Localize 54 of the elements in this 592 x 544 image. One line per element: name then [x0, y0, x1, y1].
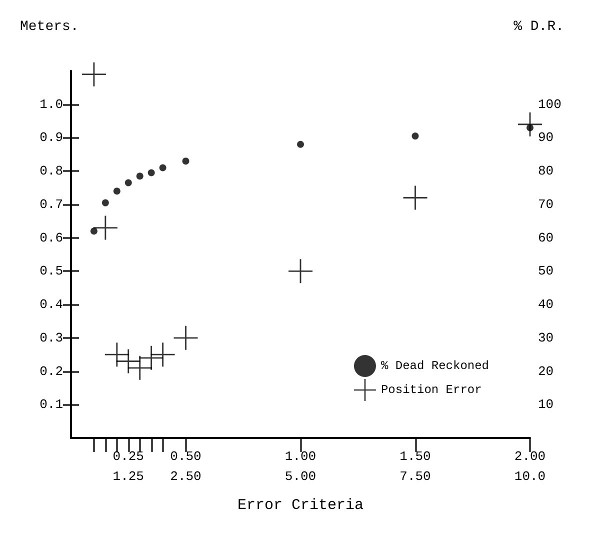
- point: [174, 326, 198, 350]
- y2-tick-label: 60: [538, 230, 554, 246]
- point: [113, 188, 120, 195]
- x2-tick-label: 2.50: [170, 469, 202, 484]
- x-tick-label: 2.00: [514, 449, 546, 464]
- y-tick-label: 0.5: [40, 264, 63, 279]
- x2-tick-label: 7.50: [400, 469, 431, 484]
- point: [139, 346, 164, 370]
- point: [90, 228, 98, 235]
- point: [148, 169, 155, 176]
- legend-label: Position Error: [380, 383, 482, 397]
- y-tick-label: 0.4: [40, 297, 64, 312]
- y2-tick-label: 30: [538, 330, 554, 346]
- y2-tick-label: 10: [538, 397, 554, 412]
- y-tick-label: 0.1: [40, 397, 64, 412]
- point: [124, 179, 132, 186]
- x-tick-label: 1.50: [400, 449, 431, 464]
- y2-tick-label: 50: [538, 264, 554, 279]
- point: [403, 186, 428, 210]
- y-tick-label: 1.0: [40, 96, 63, 112]
- point: [182, 158, 190, 165]
- y2-tick-label: 90: [538, 130, 554, 146]
- point: [150, 342, 175, 367]
- y-tick-label: 0.8: [40, 164, 63, 179]
- point: [159, 164, 166, 172]
- y-tick-label: 0.6: [40, 230, 63, 246]
- y2-axis-title: % D.R.: [514, 19, 564, 35]
- point: [128, 356, 152, 380]
- x-tick-label: 1.00: [284, 449, 316, 464]
- y-tick-label: 0.3: [40, 330, 63, 346]
- point: [82, 62, 106, 86]
- x2-tick-label: 5.00: [284, 469, 316, 484]
- x2-tick-label: 1.25: [112, 469, 144, 484]
- y2-tick-label: 100: [538, 96, 562, 112]
- point: [93, 216, 118, 240]
- y-tick-label: 0.9: [40, 130, 63, 146]
- y-tick-label: 0.2: [40, 364, 63, 379]
- y2-tick-label: 80: [538, 164, 554, 179]
- x-axis-title: Error Criteria: [237, 497, 364, 514]
- y2-tick-label: 20: [538, 364, 554, 379]
- point: [297, 140, 304, 148]
- y2-tick-label: 70: [538, 196, 554, 212]
- x2-tick-label: 10.0: [514, 469, 546, 484]
- point: [116, 349, 140, 374]
- x-tick-label: 0.50: [170, 449, 202, 464]
- point: [136, 172, 144, 180]
- y-tick-label: 0.7: [40, 196, 63, 212]
- y2-tick-label: 40: [538, 297, 554, 312]
- y-axis-title: Meters.: [20, 19, 79, 35]
- x-tick-label: 0.25: [112, 449, 144, 464]
- point: [104, 342, 129, 367]
- point: [412, 132, 419, 140]
- legend-label: % Dead Reckoned: [380, 359, 490, 373]
- point: [102, 199, 109, 206]
